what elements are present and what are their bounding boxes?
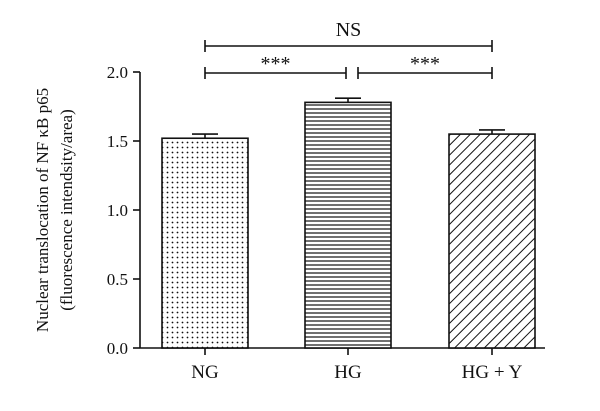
y-ticks: 0.0 0.5 1.0 1.5 2.0 bbox=[107, 63, 140, 358]
bar bbox=[448, 133, 536, 349]
x-tick-label: NG bbox=[191, 362, 219, 383]
y-axis-label-line1: Nuclear translocation of NF κB p65 bbox=[33, 88, 52, 332]
significance-bracket: *** bbox=[204, 53, 347, 79]
significance-bracket: NS bbox=[204, 19, 493, 52]
y-tick-label: 1.0 bbox=[107, 201, 128, 220]
error-bars bbox=[192, 97, 505, 139]
y-axis-label-line2: (fluorescence intendsity/area) bbox=[57, 109, 76, 311]
y-axis-label: Nuclear translocation of NF κB p65 (fluo… bbox=[33, 88, 76, 332]
significance-brackets: *** *** NS bbox=[204, 19, 493, 79]
y-tick-label: 2.0 bbox=[107, 63, 128, 82]
x-tick-labels: NG HG HG + Y bbox=[191, 362, 522, 383]
significance-label: *** bbox=[261, 53, 291, 75]
significance-label: NS bbox=[336, 19, 362, 41]
bars bbox=[161, 101, 536, 349]
y-tick-label: 0.0 bbox=[107, 339, 128, 358]
x-tick-label: HG bbox=[334, 362, 362, 383]
x-tick-label: HG + Y bbox=[462, 362, 523, 383]
bar bbox=[161, 137, 249, 349]
significance-label: *** bbox=[410, 53, 440, 75]
y-tick-label: 0.5 bbox=[107, 270, 128, 289]
y-tick-label: 1.5 bbox=[107, 132, 128, 151]
bar bbox=[304, 101, 392, 349]
significance-bracket: *** bbox=[357, 53, 493, 79]
